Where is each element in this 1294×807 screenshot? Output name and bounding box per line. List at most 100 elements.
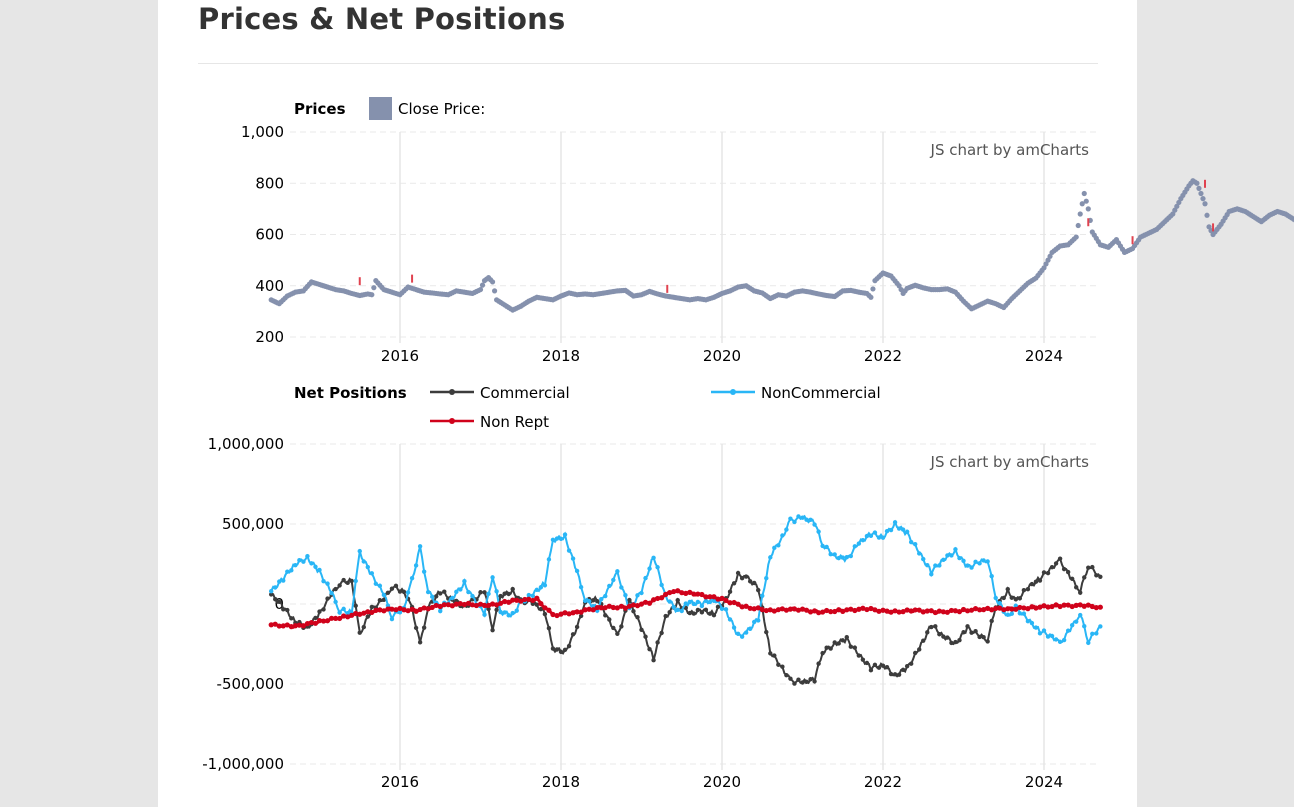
noncommercial-point bbox=[856, 541, 862, 546]
noncommercial-point bbox=[1009, 611, 1014, 616]
commercial-point bbox=[892, 672, 898, 677]
commercial-point bbox=[1078, 590, 1083, 595]
noncommercial-point bbox=[933, 563, 938, 568]
non-rept-point bbox=[767, 607, 773, 613]
commercial-point bbox=[876, 665, 882, 670]
noncommercial-point bbox=[735, 631, 741, 637]
noncommercial-point bbox=[965, 563, 970, 568]
noncommercial-point bbox=[981, 558, 986, 563]
non-rept-point bbox=[1049, 603, 1055, 610]
non-rept-point bbox=[622, 605, 629, 611]
non-rept-point bbox=[667, 589, 673, 596]
non-rept-point bbox=[324, 618, 331, 624]
legend-commercial[interactable]: Commercial bbox=[430, 384, 570, 402]
commercial-point bbox=[438, 591, 443, 596]
commercial-point bbox=[888, 671, 894, 677]
noncommercial-point bbox=[973, 559, 978, 565]
price-gridlines bbox=[290, 131, 1096, 343]
non-rept-point bbox=[276, 623, 282, 629]
commercial-point bbox=[699, 610, 705, 615]
commercial-point bbox=[985, 639, 990, 644]
commercial-point bbox=[502, 591, 507, 596]
noncommercial-point bbox=[679, 608, 684, 614]
noncommercial-point bbox=[908, 539, 914, 545]
noncommercial-point bbox=[542, 583, 548, 588]
non-rept-point bbox=[626, 603, 633, 609]
noncommercial-point bbox=[945, 553, 950, 558]
non-rept-point bbox=[912, 607, 918, 613]
net-chart-credit[interactable]: JS chart by amCharts bbox=[930, 453, 1090, 471]
non-rept-point bbox=[1033, 605, 1039, 611]
net-y-tick-label: -500,000 bbox=[217, 675, 284, 693]
close-price-legend-label[interactable]: Close Price: bbox=[398, 100, 485, 118]
commercial-point bbox=[1045, 570, 1051, 576]
noncommercial-point bbox=[1025, 619, 1031, 624]
non-rept-point bbox=[715, 596, 721, 602]
noncommercial-point bbox=[953, 547, 958, 552]
noncommercial-point bbox=[450, 595, 455, 601]
net-y-tick-label: -1,000,000 bbox=[202, 755, 284, 773]
commercial-point bbox=[840, 638, 845, 643]
noncommercial-point bbox=[957, 555, 962, 561]
non-rept-point bbox=[896, 609, 902, 615]
commercial-point bbox=[945, 635, 950, 640]
close-price-point bbox=[1176, 199, 1182, 206]
commercial-point bbox=[486, 606, 491, 612]
noncommercial-point bbox=[913, 541, 918, 547]
non-rept-point bbox=[924, 608, 930, 614]
non-rept-point bbox=[848, 606, 854, 612]
commercial-point bbox=[1094, 573, 1099, 578]
noncommercial-point bbox=[764, 576, 769, 581]
noncommercial-point bbox=[659, 582, 664, 588]
commercial-point bbox=[281, 607, 286, 612]
noncommercial-point bbox=[502, 610, 507, 615]
commercial-point bbox=[389, 586, 395, 591]
close-price-point bbox=[1073, 234, 1079, 240]
non-rept-point bbox=[1077, 602, 1083, 608]
noncommercial-point bbox=[1033, 625, 1039, 630]
noncommercial-point bbox=[800, 515, 805, 520]
noncommercial-point bbox=[454, 589, 459, 595]
noncommercial-point bbox=[772, 545, 777, 551]
noncommercial-point bbox=[997, 600, 1002, 606]
close-price-legend-marker[interactable] bbox=[369, 97, 392, 120]
noncommercial-point bbox=[285, 569, 290, 574]
close-price-point bbox=[1172, 207, 1178, 213]
commercial-point bbox=[285, 607, 290, 613]
non-rept-point bbox=[880, 607, 886, 613]
noncommercial-point bbox=[430, 594, 435, 599]
commercial-point bbox=[695, 607, 701, 613]
commercial-point bbox=[756, 587, 761, 593]
noncommercial-point bbox=[824, 544, 829, 550]
non-rept-point bbox=[494, 602, 500, 608]
non-rept-point bbox=[675, 588, 681, 594]
non-rept-point bbox=[944, 609, 951, 615]
noncommercial-point bbox=[1069, 622, 1075, 628]
legend-non-rept[interactable]: Non Rept bbox=[430, 413, 549, 431]
price-chart-credit[interactable]: JS chart by amCharts bbox=[930, 141, 1090, 159]
price-x-axis: 2016 2018 2020 2022 2024 bbox=[381, 347, 1063, 365]
non-rept-point bbox=[449, 603, 455, 609]
commercial-point bbox=[921, 638, 926, 643]
commercial-point bbox=[981, 634, 986, 640]
noncommercial-point bbox=[574, 568, 580, 574]
noncommercial-point bbox=[458, 587, 463, 592]
commercial-point bbox=[1009, 595, 1014, 600]
non-rept-point bbox=[852, 607, 858, 614]
commercial-point bbox=[325, 596, 330, 601]
non-rept-point bbox=[687, 589, 693, 595]
legend-noncommercial[interactable]: NonCommercial bbox=[711, 384, 881, 402]
non-rept-point bbox=[650, 597, 657, 603]
non-rept-point bbox=[731, 599, 737, 606]
commercial-point bbox=[639, 627, 644, 632]
noncommercial-point bbox=[293, 563, 298, 568]
noncommercial-point bbox=[530, 593, 536, 598]
commercial-point bbox=[937, 632, 942, 637]
commercial-point bbox=[913, 650, 918, 656]
noncommercial-point bbox=[397, 610, 403, 615]
close-price-point bbox=[1079, 201, 1085, 207]
commercial-point bbox=[333, 586, 338, 592]
non-rept-point bbox=[884, 608, 890, 614]
commercial-point bbox=[752, 580, 757, 586]
